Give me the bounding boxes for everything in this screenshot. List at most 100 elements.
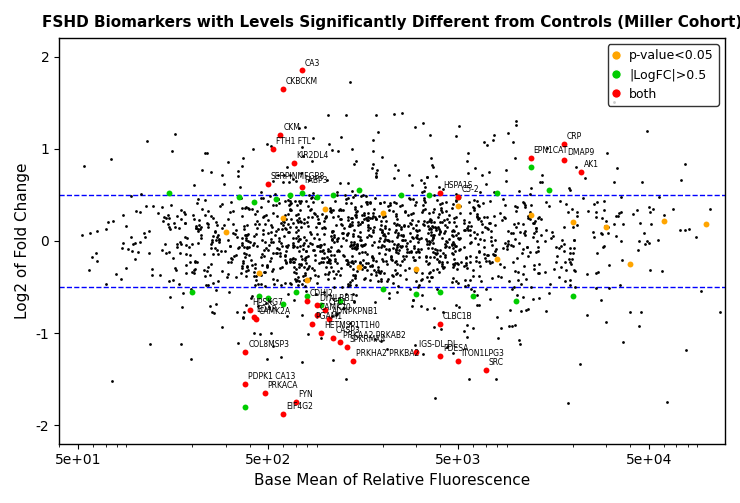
Point	[417, 350, 428, 358]
Point	[271, 212, 283, 220]
Point	[380, 345, 392, 353]
Point	[278, 221, 289, 229]
Point	[507, 137, 519, 145]
Point	[326, 206, 338, 214]
Point	[679, 159, 691, 167]
Point	[300, 259, 312, 267]
Point	[479, 138, 491, 146]
Point	[335, 132, 347, 140]
Point	[235, 269, 246, 277]
Point	[346, 214, 357, 222]
Point	[353, 263, 365, 271]
Point	[503, 277, 515, 285]
Point	[385, 255, 397, 263]
Text: CRP: CRP	[567, 132, 582, 141]
Point	[143, 248, 155, 257]
Point	[331, 236, 343, 244]
Point	[489, 236, 501, 244]
Point	[530, 248, 542, 256]
Point	[177, 289, 189, 297]
Point	[455, 259, 467, 267]
Point	[241, 242, 253, 250]
Point	[625, 307, 636, 315]
Point	[428, 304, 440, 312]
Point	[423, 191, 435, 199]
Point	[240, 234, 252, 242]
Point	[334, 339, 346, 347]
Point	[201, 267, 212, 275]
Text: CAMK20: CAMK20	[320, 303, 352, 312]
Point	[238, 242, 250, 250]
Point	[271, 276, 283, 284]
Point	[294, 260, 306, 268]
Point	[367, 147, 379, 155]
Text: PDPK1 CA13: PDPK1 CA13	[248, 372, 295, 381]
Point	[363, 220, 374, 228]
Point	[603, 261, 615, 269]
Point	[362, 226, 374, 234]
Point	[445, 231, 457, 239]
Point	[460, 259, 472, 267]
Point	[555, 263, 567, 271]
Text: SERPINMFGB8: SERPINMFGB8	[271, 172, 325, 181]
Point	[344, 242, 356, 250]
Point	[412, 237, 424, 245]
Point	[424, 237, 436, 245]
Point	[311, 230, 323, 238]
Point	[247, 241, 259, 249]
Point	[246, 205, 258, 213]
Point	[254, 269, 266, 277]
Point	[321, 258, 333, 266]
Point	[540, 198, 552, 206]
Point	[266, 221, 278, 229]
Point	[463, 198, 475, 206]
Point	[314, 247, 326, 255]
Point	[403, 171, 415, 179]
Point	[440, 240, 451, 248]
Point	[252, 242, 263, 250]
Point	[443, 218, 454, 226]
Point	[532, 214, 544, 222]
Point	[287, 243, 299, 251]
Point	[358, 209, 370, 217]
Point	[451, 259, 462, 267]
Point	[377, 257, 389, 265]
Point	[480, 257, 492, 265]
Point	[273, 245, 285, 254]
Point	[374, 199, 386, 207]
Text: FTH1 FTL: FTH1 FTL	[276, 137, 311, 146]
Point	[436, 208, 448, 216]
Point	[231, 308, 243, 316]
Point	[355, 241, 367, 249]
Point	[404, 237, 416, 245]
Point	[452, 193, 464, 201]
Point	[309, 251, 321, 259]
Point	[252, 224, 263, 232]
Point	[277, 217, 289, 225]
Point	[525, 201, 536, 209]
Point	[617, 338, 629, 346]
Point	[358, 263, 370, 271]
Point	[340, 199, 352, 207]
Point	[379, 198, 391, 206]
Point	[390, 246, 402, 255]
Point	[357, 191, 369, 199]
Point	[293, 214, 305, 222]
Point	[332, 147, 343, 155]
Point	[232, 172, 244, 180]
Point	[392, 249, 404, 257]
Point	[240, 403, 252, 411]
Point	[402, 222, 414, 230]
Point	[398, 222, 410, 230]
Point	[478, 236, 490, 244]
Point	[262, 197, 274, 205]
Point	[532, 243, 544, 251]
Point	[425, 228, 437, 236]
Point	[427, 233, 439, 241]
Point	[440, 198, 451, 206]
Point	[116, 244, 128, 252]
Point	[238, 225, 250, 233]
Point	[329, 255, 341, 263]
Point	[450, 242, 462, 250]
Point	[370, 272, 382, 280]
